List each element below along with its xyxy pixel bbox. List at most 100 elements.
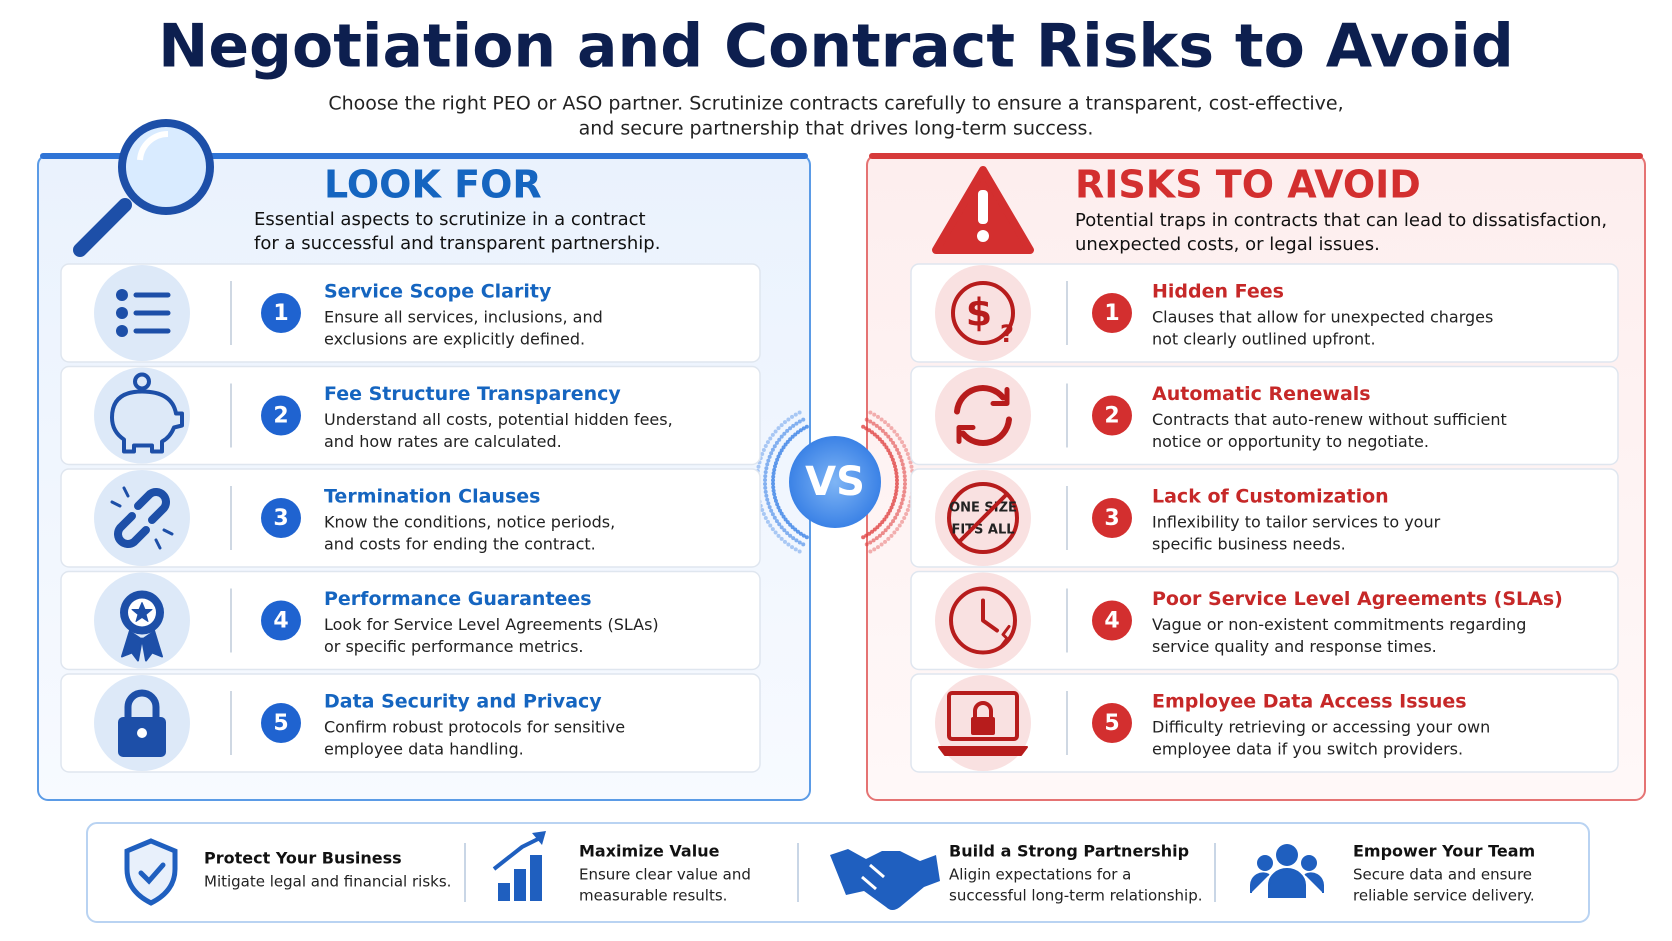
dot — [888, 508, 893, 513]
dot — [794, 421, 799, 426]
dot — [894, 474, 899, 479]
item-row: 1 Service Scope Clarity Ensure all service… — [60, 263, 761, 363]
dot — [763, 444, 768, 449]
dot — [880, 531, 885, 536]
item-title: Termination Clauses — [324, 486, 540, 508]
dot — [864, 533, 869, 538]
warning-icon — [932, 166, 1034, 254]
footer-description: reliable service delivery. — [1353, 887, 1535, 905]
item-title: Performance Guarantees — [324, 588, 592, 610]
dot — [779, 525, 784, 530]
dot — [769, 508, 774, 513]
dot — [900, 440, 905, 445]
dot — [776, 505, 781, 510]
risks-heading: RISKS TO AVOID — [1075, 163, 1421, 207]
item-description: Confirm robust protocols for sensitive — [324, 718, 625, 737]
dot — [772, 515, 777, 520]
dot — [773, 429, 778, 434]
item-title: Lack of Customization — [1152, 486, 1389, 508]
dot — [875, 414, 880, 419]
item-description: and how rates are calculated. — [324, 432, 562, 451]
number-badge — [261, 600, 301, 641]
icon-shape — [951, 281, 1015, 345]
subtitle: and secure partnership that drives long-… — [579, 118, 1094, 140]
dot — [764, 466, 769, 471]
item-row: 2 Automatic Renewals Contracts that auto-r… — [910, 365, 1619, 466]
dot — [772, 492, 777, 497]
icon-shape — [973, 701, 993, 719]
dot — [897, 436, 902, 441]
icon-shape — [861, 863, 885, 891]
icon-shape — [116, 325, 128, 337]
item-row: ONE SIZE FITS ALL 3 Lack of Customization In… — [910, 468, 1619, 568]
item-number: 4 — [1104, 609, 1119, 634]
item-description: Look for Service Level Agreements (SLAs) — [324, 615, 659, 634]
dot — [892, 498, 897, 503]
icon-shape — [1301, 855, 1317, 871]
item-number: 1 — [1104, 301, 1119, 326]
dot — [770, 527, 775, 532]
dot — [902, 470, 907, 475]
item-description: or specific performance metrics. — [324, 637, 584, 656]
dot — [902, 485, 907, 490]
dot — [886, 511, 891, 516]
dot — [886, 536, 891, 541]
dot — [899, 501, 904, 506]
dot — [763, 481, 768, 486]
dot — [864, 417, 869, 422]
dot — [779, 423, 784, 428]
icon-shape: ? — [1000, 320, 1014, 348]
dot — [886, 525, 891, 530]
dot — [861, 535, 866, 540]
dot — [891, 440, 896, 445]
dot — [879, 417, 884, 422]
icon-shape — [1276, 844, 1298, 866]
dot — [786, 542, 791, 547]
icon-shape — [110, 389, 184, 454]
dot — [771, 474, 776, 479]
dot — [777, 522, 782, 527]
item-description: Understand all costs, potential hidden f… — [324, 410, 673, 429]
row-card — [910, 673, 1619, 773]
icon-shape — [514, 869, 526, 901]
dot — [785, 531, 790, 536]
dot — [763, 515, 768, 520]
dot — [882, 442, 887, 447]
number-badge — [261, 395, 301, 436]
dot — [772, 444, 777, 449]
dot — [871, 538, 876, 543]
dot — [793, 547, 798, 552]
dot — [904, 512, 909, 517]
item-title: Automatic Renewals — [1152, 383, 1371, 405]
dot — [888, 522, 893, 527]
dot — [884, 514, 889, 519]
footer-description: Ensure clear value and — [579, 866, 751, 884]
item-number: 5 — [273, 711, 288, 736]
dot — [772, 467, 777, 472]
footer-item: Empower Your Team Secure data and ensure r… — [1250, 842, 1535, 905]
dot — [870, 430, 875, 435]
dot — [889, 533, 894, 538]
dot — [883, 431, 888, 436]
dot — [875, 434, 880, 439]
row-card — [60, 673, 761, 773]
dot — [894, 485, 899, 490]
dot — [893, 464, 898, 469]
dot — [801, 533, 806, 538]
dot — [777, 451, 782, 456]
item-number: 3 — [273, 506, 288, 531]
icon-shape — [121, 629, 163, 662]
dot — [892, 429, 897, 434]
dot — [868, 419, 873, 424]
dot — [875, 545, 880, 550]
dot — [864, 542, 869, 547]
dot — [804, 424, 809, 429]
item-row: 4 Poor Service Level Agreements (SLAs) Vag… — [910, 570, 1619, 671]
item-title: Hidden Fees — [1152, 281, 1284, 303]
icon-shape — [498, 883, 510, 901]
number-badge — [261, 703, 301, 743]
dot — [779, 448, 784, 453]
dot — [795, 529, 800, 534]
row-card — [910, 468, 1619, 568]
